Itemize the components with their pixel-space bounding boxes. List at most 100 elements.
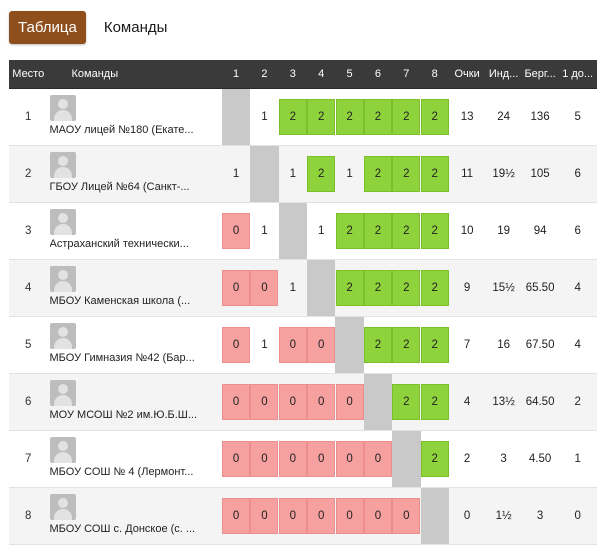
win-cell: 2 <box>420 260 449 316</box>
header-place[interactable]: Место <box>9 60 48 89</box>
team-cell[interactable]: Астраханский технически... <box>47 202 222 260</box>
header-round-2[interactable]: 2 <box>250 60 279 89</box>
score-value: 2 <box>392 327 421 363</box>
score-value: 0 <box>222 213 251 249</box>
score-cell: 0 <box>278 316 307 374</box>
score-cell <box>335 316 364 374</box>
team-cell[interactable]: МБОУ СОШ № 4 (Лермонт... <box>47 430 222 488</box>
score-value: 1 <box>289 168 297 180</box>
header-team[interactable]: Команды <box>47 60 222 89</box>
score-cell <box>278 202 307 260</box>
team-cell[interactable]: МБОУ Каменская школа (... <box>47 259 222 317</box>
team-info: МБОУ Каменская школа (... <box>48 260 222 316</box>
tab-table[interactable]: Таблица <box>9 11 86 44</box>
score-cell: 2 <box>420 316 449 374</box>
score-cell <box>250 145 279 203</box>
table-row[interactable]: 2 ГБОУ Лицей №64 (Санкт-... 1 1 2 1 2 2 2 11 19½ 10… <box>9 145 597 203</box>
score-value: 0 <box>278 441 307 477</box>
header-round-5[interactable]: 5 <box>335 60 364 89</box>
score-cell: 1 <box>250 316 279 374</box>
score-cell: 2 <box>307 145 336 203</box>
score-cell: 2 <box>363 145 393 203</box>
team-cell[interactable]: МОУ МСОШ №2 им.Ю.Б.Ш... <box>47 373 222 431</box>
score-cell: 0 <box>278 487 307 545</box>
score-cell <box>221 88 251 146</box>
score-value: 0 <box>363 498 392 534</box>
win-cell: 2 <box>420 317 449 373</box>
table-row[interactable]: 5 МБОУ Гимназия №42 (Бар... 0 1 0 0 2 2 2 7 16 67.5… <box>9 316 597 374</box>
team-cell[interactable]: МБОУ СОШ с. Донское (с. ... <box>47 487 222 545</box>
score-value: 0 <box>335 441 364 477</box>
score-value: 2 <box>420 384 449 420</box>
table-row[interactable]: 7 МБОУ СОШ № 4 (Лермонт... 0 0 0 0 0 0 2 2 3 4.50 1 <box>9 430 597 488</box>
win-cell: 2 <box>363 317 392 373</box>
win-cell: 2 <box>363 146 392 202</box>
team-cell[interactable]: МБОУ Гимназия №42 (Бар... <box>47 316 222 374</box>
header-round-8[interactable]: 8 <box>420 60 449 89</box>
header-points[interactable]: Очки <box>448 60 486 89</box>
header-berg[interactable]: Берг... <box>521 60 559 89</box>
loss-cell: 0 <box>335 488 364 544</box>
team-name[interactable]: МАОУ лицей №180 (Екате... <box>49 124 194 136</box>
draw-cell: 1 <box>279 146 307 202</box>
header-round-3[interactable]: 3 <box>278 60 307 89</box>
ind-cell: 19½ <box>485 145 522 203</box>
team-name[interactable]: Астраханский технически... <box>49 238 189 250</box>
standings-table: Место Команды 1 2 3 4 5 6 7 8 Очки Инд..… <box>9 60 597 545</box>
ind-cell: 3 <box>485 430 522 488</box>
draw-cell: 1 <box>335 146 363 202</box>
points-cell: 0 <box>448 487 486 545</box>
avatar-head <box>57 441 68 451</box>
points-cell: 10 <box>448 202 486 260</box>
loss-cell: 0 <box>335 374 364 430</box>
score-value: 1 <box>317 225 325 237</box>
win-cell: 2 <box>420 146 449 202</box>
header-round-1[interactable]: 1 <box>221 60 251 89</box>
team-avatar-icon <box>49 95 76 121</box>
draw-cell: 1 <box>307 203 335 259</box>
loss-cell: 0 <box>222 317 251 373</box>
header-round-7[interactable]: 7 <box>392 60 421 89</box>
win-cell: 2 <box>392 317 421 373</box>
team-name[interactable]: МБОУ Каменская школа (... <box>49 295 191 307</box>
loss-cell: 0 <box>278 374 307 430</box>
points-cell: 2 <box>448 430 486 488</box>
team-name[interactable]: ГБОУ Лицей №64 (Санкт-... <box>49 181 190 193</box>
table-row[interactable]: 1 МАОУ лицей №180 (Екате... 1 2 2 2 2 2 2 13 24 136… <box>9 88 597 146</box>
tab-teams[interactable]: Команды <box>103 19 168 36</box>
table-row[interactable]: 3 Астраханский технически... 0 1 1 2 2 2 2 10 19 94… <box>9 202 597 260</box>
score-value: 2 <box>307 99 336 135</box>
team-name[interactable]: МБОУ СОШ № 4 (Лермонт... <box>49 466 194 478</box>
score-cell: 2 <box>392 373 421 431</box>
score-value: 2 <box>392 213 421 249</box>
score-value: 2 <box>420 213 449 249</box>
header-round-6[interactable]: 6 <box>363 60 393 89</box>
score-value: 0 <box>307 441 336 477</box>
header-round-4[interactable]: 4 <box>307 60 336 89</box>
table-row[interactable]: 4 МБОУ Каменская школа (... 0 0 1 2 2 2 2 9 15½ 65.… <box>9 259 597 317</box>
header-ind[interactable]: Инд... <box>485 60 522 89</box>
loss-cell: 0 <box>335 431 364 487</box>
avatar-body <box>53 281 72 292</box>
header-first[interactable]: 1 до... <box>558 60 597 89</box>
avatar-body <box>53 338 72 349</box>
team-cell[interactable]: МАОУ лицей №180 (Екате... <box>47 88 222 146</box>
loss-cell: 0 <box>363 488 392 544</box>
win-cell: 2 <box>392 203 421 259</box>
first-cell: 4 <box>558 316 597 374</box>
table-row[interactable]: 6 МОУ МСОШ №2 им.Ю.Б.Ш... 0 0 0 0 0 2 2 4 13½ 64.50… <box>9 373 597 431</box>
score-value: 0 <box>335 384 364 420</box>
score-cell: 2 <box>420 430 449 488</box>
score-cell: 2 <box>420 202 449 260</box>
table-row[interactable]: 8 МБОУ СОШ с. Донское (с. ... 0 0 0 0 0 0 0 0 1½ 3 0 <box>9 487 597 545</box>
team-name[interactable]: МБОУ Гимназия №42 (Бар... <box>49 352 195 364</box>
score-value: 2 <box>392 384 421 420</box>
team-cell[interactable]: ГБОУ Лицей №64 (Санкт-... <box>47 145 222 203</box>
score-cell: 0 <box>250 259 279 317</box>
avatar-body <box>53 224 72 235</box>
win-cell: 2 <box>420 203 449 259</box>
team-name[interactable]: МОУ МСОШ №2 им.Ю.Б.Ш... <box>49 409 198 421</box>
berg-cell: 4.50 <box>521 430 559 488</box>
team-name[interactable]: МБОУ СОШ с. Донское (с. ... <box>49 523 196 535</box>
score-cell: 2 <box>392 202 421 260</box>
